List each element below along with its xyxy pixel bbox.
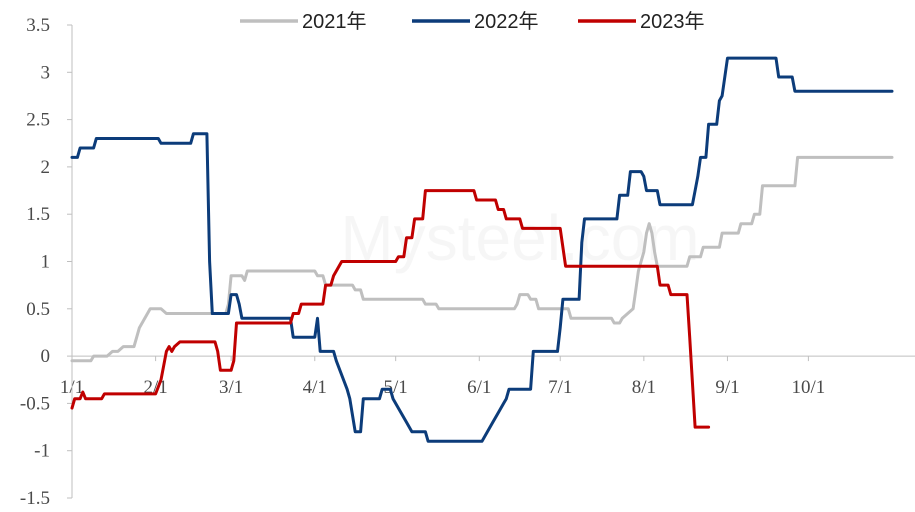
x-tick-label: 8/1: [632, 377, 656, 398]
series-line-2023: [70, 189, 711, 429]
series-line-2022: [70, 56, 894, 443]
x-tick-label: 9/1: [715, 377, 739, 398]
legend-label: 2023年: [640, 10, 705, 33]
y-tick-label: 3: [41, 62, 51, 83]
x-axis-ticks: 1/1 2/1 3/1 4/1 5/1 6/1 7/1 8/1 9/1 10/1: [60, 356, 825, 398]
legend: 2021年 2022年 2023年: [240, 10, 705, 33]
y-axis-ticks: 3.5 3 2.5 2 1.5 1 0.5 0 -0.5 -1 -1.5: [20, 15, 72, 509]
legend-label: 2022年: [474, 10, 539, 33]
y-tick-label: 1: [41, 252, 51, 273]
axes: [71, 25, 915, 498]
x-tick-label: 10/1: [791, 377, 825, 398]
x-tick-label: 3/1: [219, 377, 243, 398]
y-tick-label: 3.5: [26, 15, 50, 36]
series-lines: [70, 56, 894, 443]
series-line-2021: [70, 155, 894, 363]
y-tick-label: 0: [41, 346, 51, 367]
y-tick-label: 1.5: [26, 204, 50, 225]
y-tick-label: 2.5: [26, 110, 50, 131]
legend-label: 2021年: [302, 10, 367, 33]
x-tick-label: 4/1: [303, 377, 327, 398]
x-tick-label: 7/1: [548, 377, 572, 398]
y-tick-label: 0.5: [26, 299, 50, 320]
y-tick-label: -1.5: [20, 488, 50, 509]
y-tick-label: -0.5: [20, 393, 50, 414]
y-tick-label: -1: [34, 441, 50, 462]
x-tick-label: 5/1: [384, 377, 408, 398]
x-tick-label: 6/1: [467, 377, 491, 398]
y-tick-label: 2: [41, 157, 51, 178]
